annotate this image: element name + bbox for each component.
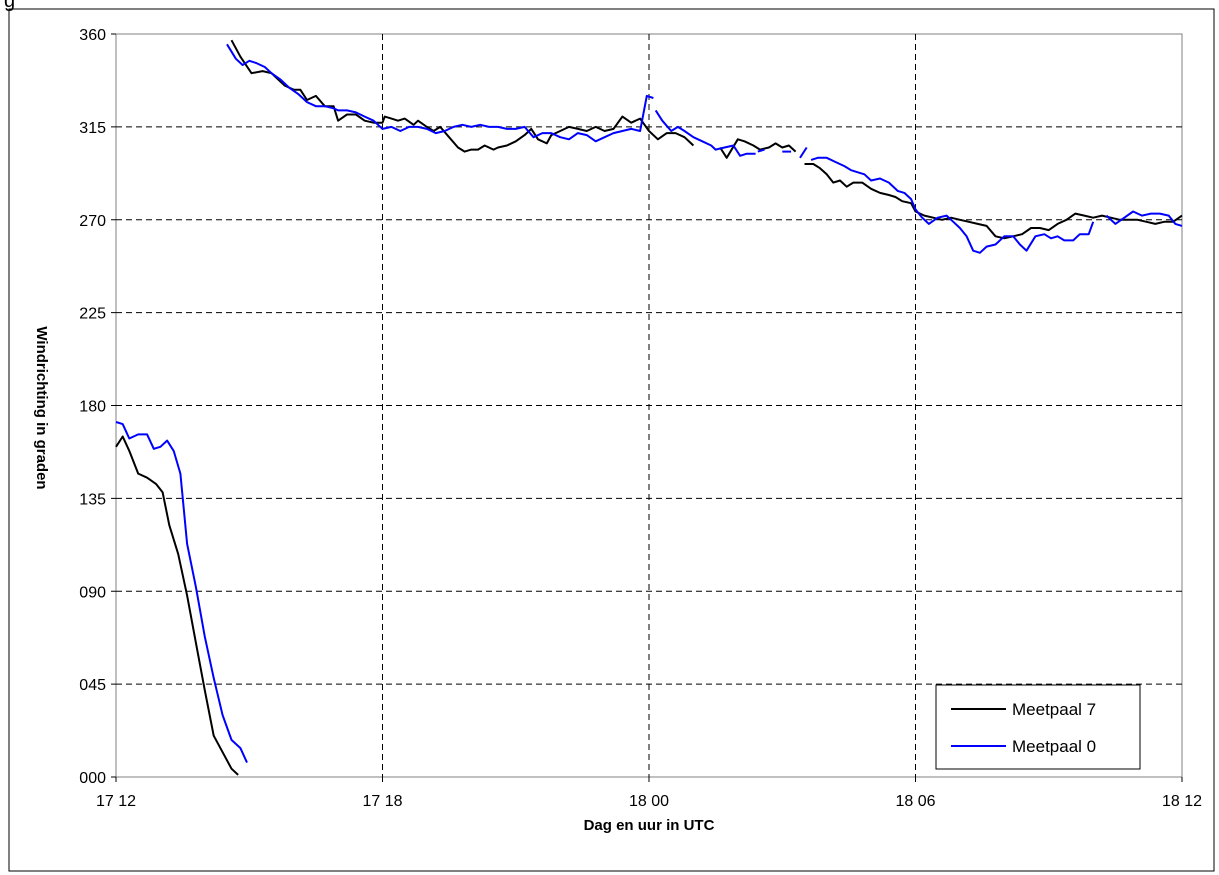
series-line-segment bbox=[115, 435, 239, 776]
series-line-segment bbox=[799, 146, 808, 159]
axis-ticks: 000 045 090 135 180 225 270 315 360 17 12 17 18 18 … bbox=[79, 27, 1202, 810]
series-line-segment bbox=[1105, 210, 1183, 227]
series-line-segment bbox=[654, 109, 756, 157]
series-line-segment bbox=[810, 156, 1095, 254]
series-meetpaal-0 bbox=[115, 43, 1183, 764]
legend-box bbox=[935, 684, 1141, 770]
series-line-segment bbox=[804, 163, 1183, 240]
series-line-segment bbox=[226, 43, 654, 143]
y-tick-label: 000 bbox=[79, 770, 106, 787]
legend: Meetpaal 7 Meetpaal 0 bbox=[935, 684, 1141, 770]
x-tick-label: 18 00 bbox=[629, 793, 669, 810]
y-tick-label: 315 bbox=[79, 120, 106, 137]
data-series bbox=[115, 39, 1183, 776]
x-axis-label: Dag en uur in UTC bbox=[584, 817, 715, 834]
top-text-fragment: g bbox=[4, 0, 15, 12]
y-axis-label: Windrichting in graden bbox=[33, 326, 50, 489]
series-meetpaal-7 bbox=[115, 39, 1183, 776]
series-line-segment bbox=[115, 421, 248, 764]
series-line-segment bbox=[757, 148, 765, 153]
y-tick-label: 225 bbox=[79, 306, 106, 323]
legend-label-meetpaal-0: Meetpaal 0 bbox=[1012, 737, 1096, 756]
y-tick-label: 045 bbox=[79, 677, 106, 694]
series-line-segment bbox=[230, 39, 695, 153]
x-tick-label: 18 06 bbox=[895, 793, 935, 810]
x-tick-label: 17 12 bbox=[96, 793, 136, 810]
y-tick-label: 090 bbox=[79, 584, 106, 601]
y-tick-label: 360 bbox=[79, 27, 106, 44]
grid-lines bbox=[116, 34, 1182, 777]
y-tick-label: 180 bbox=[79, 399, 106, 416]
x-tick-label: 18 12 bbox=[1162, 793, 1202, 810]
legend-label-meetpaal-7: Meetpaal 7 bbox=[1012, 700, 1096, 719]
x-tick-label: 17 18 bbox=[362, 793, 402, 810]
y-tick-label: 135 bbox=[79, 491, 106, 508]
y-tick-label: 270 bbox=[79, 213, 106, 230]
